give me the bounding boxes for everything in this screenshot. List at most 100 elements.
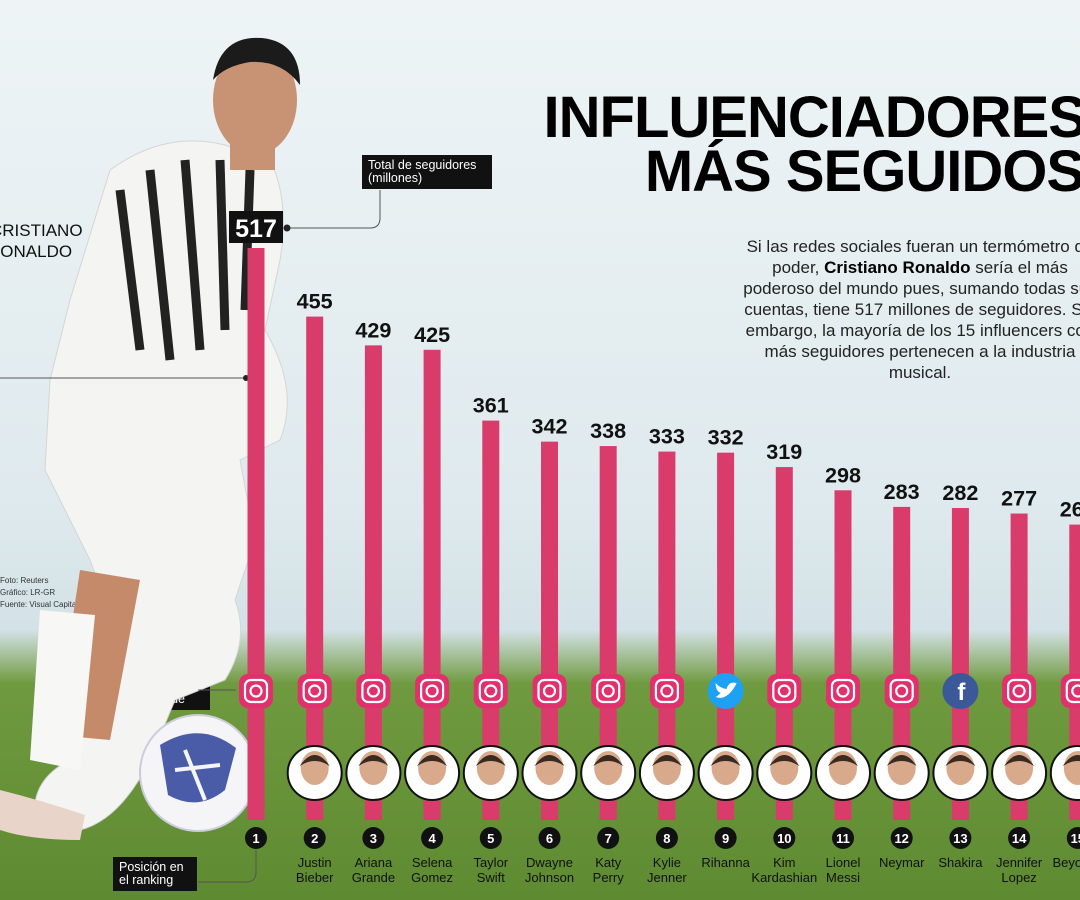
- instagram-icon-lens: [895, 684, 909, 698]
- name-line-1: Ariana: [355, 855, 393, 870]
- name-line-2: Jenner: [647, 870, 687, 885]
- rank-number: 9: [722, 831, 729, 846]
- value-label: 425: [414, 324, 450, 347]
- rank-number: 12: [894, 831, 908, 846]
- value-label: 332: [708, 427, 744, 450]
- bar: [541, 441, 558, 820]
- rank-badge: [949, 827, 972, 849]
- name-line-2: Johnson: [525, 870, 574, 885]
- bar: [306, 316, 324, 820]
- name-line-2: Messi: [826, 870, 860, 885]
- avatar-hair: [475, 755, 506, 766]
- credit-photo: Foto: Reuters: [0, 576, 49, 585]
- avatar-hair: [358, 755, 389, 766]
- instagram-icon-frame: [654, 678, 680, 704]
- instagram-icon-frame: [478, 678, 503, 704]
- twitter-bird: [715, 682, 737, 698]
- bar: [834, 490, 852, 820]
- instagram-icon-lens: [660, 684, 674, 698]
- instagram-icon-lens: [542, 684, 557, 698]
- name-line-1: Lionel: [826, 855, 861, 870]
- intro-part-1: Si las redes sociales fueran un termómet…: [746, 237, 1080, 277]
- avatar-hair: [593, 755, 624, 766]
- player-name: CRISTIANO RONALDO: [0, 220, 83, 262]
- value-label: 267: [1060, 499, 1080, 522]
- value-label: 333: [649, 426, 685, 449]
- rank-badge: [655, 827, 678, 849]
- bar: [482, 420, 500, 820]
- instagram-icon-lens: [601, 684, 615, 698]
- rank-badge: [773, 827, 796, 849]
- instagram-icon-lens: [484, 684, 498, 698]
- value-label-dot: [283, 224, 291, 232]
- instagram-icon-lens: [308, 684, 322, 698]
- rank-number: 14: [1012, 831, 1027, 846]
- facebook-glyph: f: [957, 679, 966, 706]
- instagram-icon-lens: [1012, 684, 1026, 698]
- name-line-1: Beyoncé: [1053, 855, 1080, 870]
- name-line-1: Dwayne: [526, 855, 573, 870]
- value-label: 455: [297, 291, 333, 314]
- rank-number: 2: [311, 831, 318, 846]
- bar: [1069, 524, 1080, 820]
- ranking-leader-line: [198, 850, 257, 883]
- rank-number: 15: [1071, 831, 1080, 846]
- soccer-ball: [139, 714, 257, 832]
- player-figure: [0, 37, 300, 840]
- avatar-hair: [534, 755, 565, 766]
- rank-number: 1: [252, 831, 259, 846]
- rank-badge: [421, 827, 444, 849]
- credit-graphic: Gráfico: LR-GR: [0, 588, 56, 597]
- value-label: 298: [825, 464, 861, 487]
- name-line-2: Perry: [593, 870, 625, 885]
- bar: [247, 248, 265, 820]
- rank-number: 4: [428, 831, 436, 846]
- name-line-2: Grande: [352, 870, 395, 885]
- name-line-1: Rihanna: [701, 855, 750, 870]
- avatar-hair: [710, 755, 741, 766]
- instagram-icon-lens: [836, 684, 850, 698]
- instagram-icon-frame: [772, 678, 797, 704]
- avatar-hair: [828, 755, 858, 766]
- instagram-icon-frame: [1065, 678, 1080, 704]
- name-line-2: Bieber: [296, 870, 334, 885]
- rank-badge: [538, 827, 561, 849]
- rank-number: 6: [546, 831, 553, 846]
- rank-badge: [597, 827, 620, 849]
- bar: [951, 508, 969, 820]
- instagram-icon-lens: [425, 684, 439, 698]
- value-label: 429: [355, 319, 391, 342]
- instagram-icon-frame: [889, 678, 914, 704]
- bar: [658, 451, 676, 820]
- name-line-1: Jennifer: [996, 855, 1043, 870]
- name-line-1: Selena: [412, 855, 453, 870]
- value-label: 283: [884, 481, 920, 504]
- avatar-hair: [1004, 755, 1035, 766]
- ranking-label: Posición en el ranking: [113, 857, 197, 891]
- avatar-hair: [417, 755, 448, 766]
- avatar-hair: [945, 755, 976, 766]
- player-name-line-2: RONALDO: [0, 242, 73, 261]
- avatar-hair: [769, 755, 800, 766]
- rank-badge: [1008, 827, 1031, 849]
- name-line-1: Kim: [773, 855, 795, 870]
- value-label: 338: [590, 420, 626, 443]
- name-line-2: Swift: [477, 870, 506, 885]
- value-label: 282: [942, 482, 978, 505]
- value-label: 342: [532, 416, 568, 439]
- rank-badge: [1066, 827, 1080, 849]
- bar: [893, 506, 911, 820]
- rank-number: 8: [663, 831, 670, 846]
- rank-number: 13: [953, 831, 967, 846]
- value-label: 361: [473, 395, 509, 418]
- name-line-1: Justin: [298, 855, 332, 870]
- value-label: 517: [235, 215, 277, 243]
- value-label-box: [229, 211, 283, 243]
- avatar-hair: [1062, 755, 1080, 766]
- rank-number: 5: [487, 831, 494, 846]
- name-line-1: Kylie: [653, 855, 681, 870]
- rank-number: 3: [370, 831, 377, 846]
- instagram-icon-frame: [596, 678, 621, 704]
